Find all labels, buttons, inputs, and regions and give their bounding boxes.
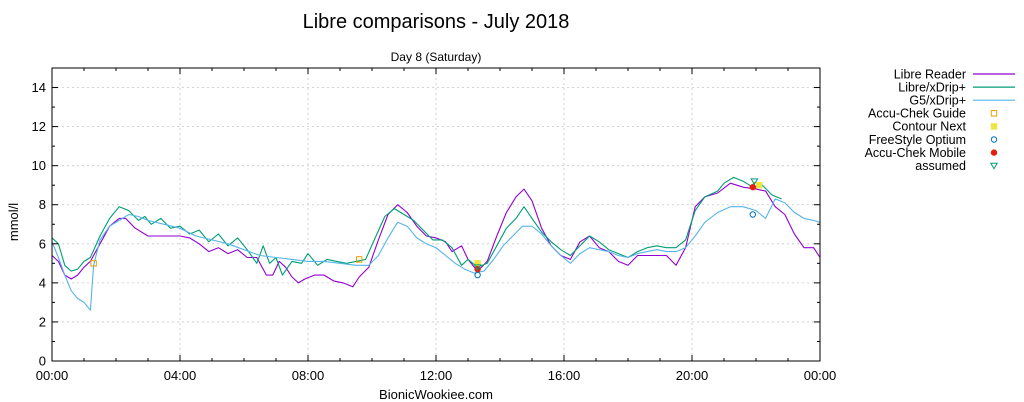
data-point-assumed <box>750 178 759 186</box>
x-axis-label: BionicWookiee.com <box>379 387 493 402</box>
legend-label: assumed <box>915 159 966 173</box>
y-tick-label: 2 <box>39 314 46 329</box>
data-point-contour-next <box>756 182 763 189</box>
chart-subtitle: Day 8 (Saturday) <box>391 50 482 64</box>
legend-swatch-marker <box>990 136 998 143</box>
x-tick-label: 20:00 <box>676 368 709 383</box>
x-tick-label: 08:00 <box>292 368 325 383</box>
grid-lines <box>52 68 820 361</box>
legend-label: G5/xDrip+ <box>909 94 966 108</box>
legend-label: FreeStyle Optium <box>869 133 966 147</box>
data-point-accu-chek-mobile <box>749 183 756 191</box>
x-tick-label: 00:00 <box>36 368 69 383</box>
legend-swatch-marker <box>990 110 998 117</box>
legend-swatch-marker <box>989 162 999 170</box>
y-tick-label: 12 <box>32 119 46 134</box>
legend-label: Accu-Chek Mobile <box>865 146 966 160</box>
legend-label: Libre Reader <box>894 67 966 81</box>
data-point-freestyle-optium <box>749 211 756 218</box>
legend-swatch-marker <box>990 123 998 130</box>
data-point-assumed <box>473 264 482 272</box>
series-line-libre-xdrip <box>51 176 782 276</box>
y-tick-label: 6 <box>39 236 46 251</box>
y-tick-label: 14 <box>32 80 46 95</box>
axis-ticks: 0 2 4 6 8 10 12 14 00:00 04:00 08:00 12:00 16:00 20:0… <box>32 68 837 383</box>
y-axis-label: mmol/l <box>6 203 21 241</box>
data-point-accu-chek-guide <box>90 260 97 267</box>
y-tick-label: 10 <box>32 158 46 173</box>
data-point-freestyle-optium <box>474 271 481 279</box>
legend-label: Libre/xDrip+ <box>898 80 966 94</box>
y-tick-label: 0 <box>39 354 46 369</box>
legend-label: Accu-Chek Guide <box>868 107 966 121</box>
series-line-libre-reader <box>51 182 821 288</box>
series-layer <box>51 176 821 311</box>
legend-label: Contour Next <box>892 120 966 134</box>
x-tick-label: 00:00 <box>804 368 837 383</box>
legend: Libre ReaderLibre/xDrip+G5/xDrip+Accu-Ch… <box>865 67 1015 173</box>
data-point-accu-chek-guide <box>356 256 363 263</box>
x-tick-label: 12:00 <box>420 368 453 383</box>
y-tick-label: 8 <box>39 197 46 212</box>
legend-swatch-marker <box>990 149 998 156</box>
chart-title: Libre comparisons - July 2018 <box>303 11 570 33</box>
series-line-g5-xdrip <box>51 198 821 311</box>
y-tick-label: 4 <box>39 275 46 290</box>
x-tick-label: 16:00 <box>548 368 581 383</box>
x-tick-label: 04:00 <box>164 368 197 383</box>
